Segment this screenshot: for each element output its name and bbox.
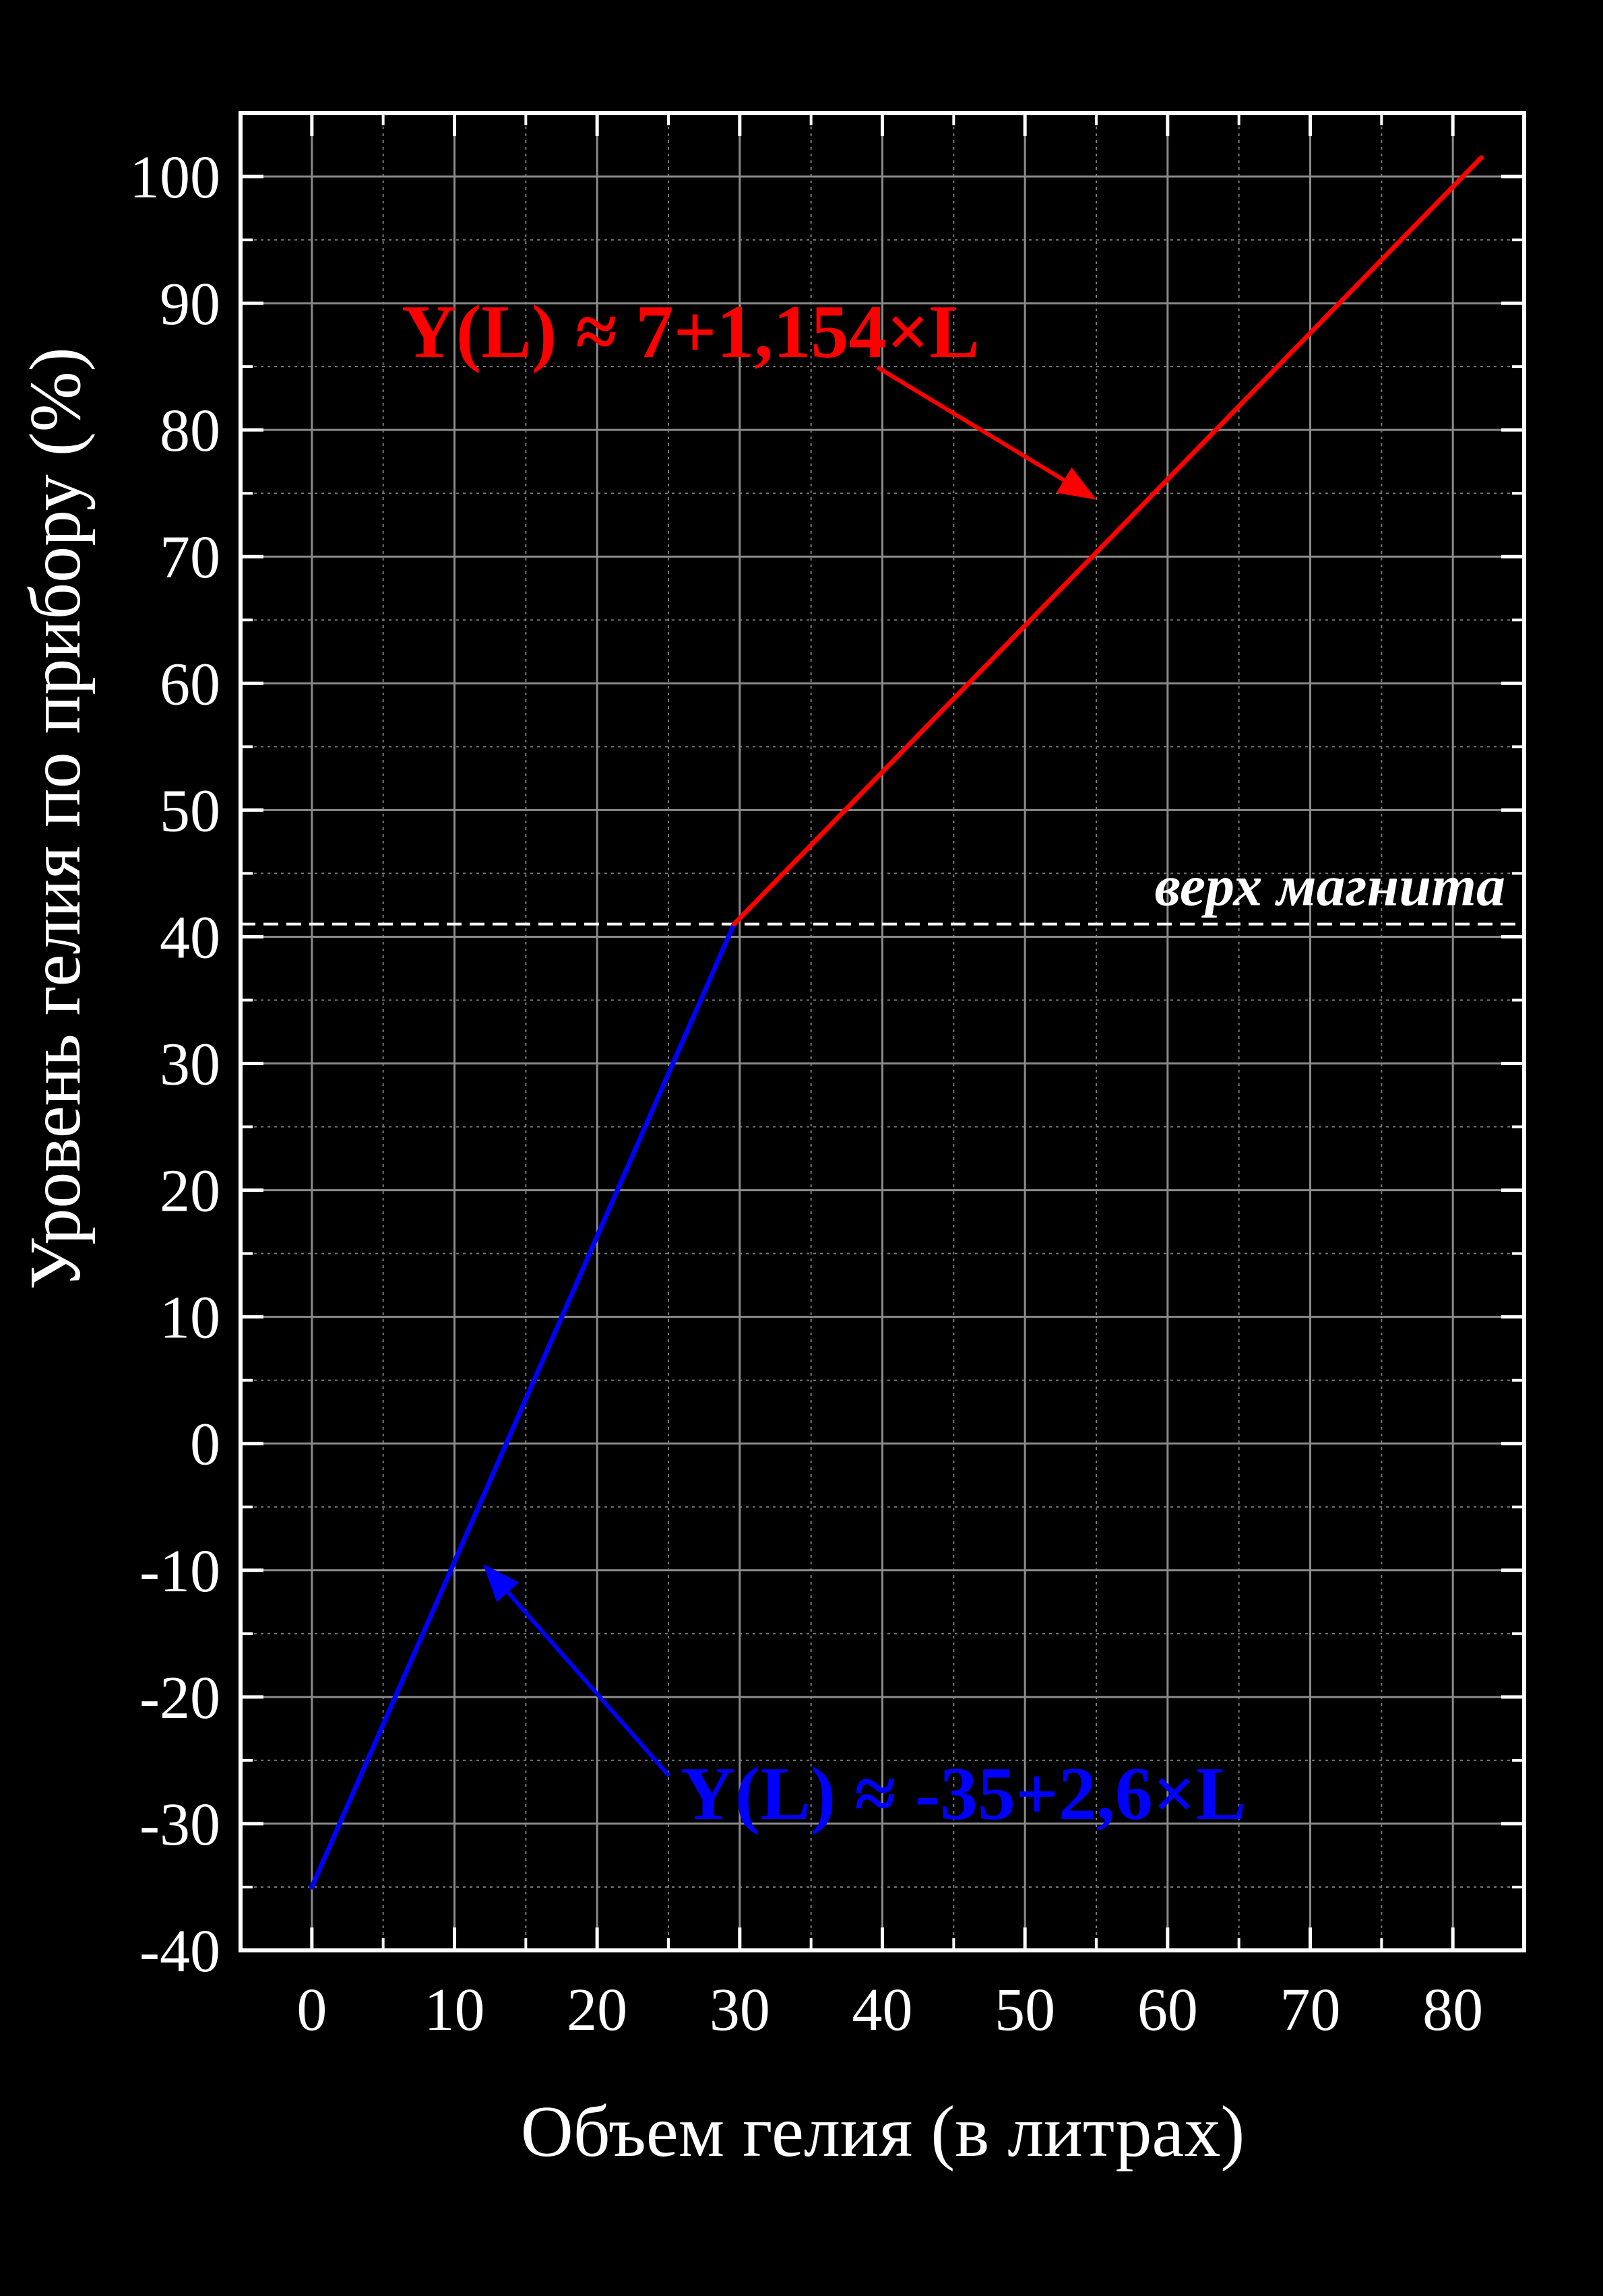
x-tick-label: 60 [1137,1977,1198,2043]
series-line-1 [309,922,736,1890]
y-tick-label: 100 [129,144,220,211]
annotation-arrow-1 [876,365,1065,482]
reference-line-label: верх магнита [1155,854,1505,918]
reference-line-group: верх магнита [241,854,1524,926]
annotation-arrow-2 [506,1591,671,1777]
x-tick-label: 40 [852,1977,913,2043]
y-tick-label: 90 [160,271,220,338]
annotations: Y(L) ≈ 7+1,154×L Y(L) ≈ -35+2,6×L [402,290,1246,1836]
y-tick-label: 10 [160,1285,220,1351]
y-tick-label: -10 [139,1538,220,1605]
annotation-arrowhead-1 [1056,467,1096,500]
y-tick-label: 0 [190,1411,220,1478]
series-line-2 [731,155,1484,927]
x-tick-labels: 0 10 20 30 40 50 60 70 80 [296,1977,1483,2043]
x-axis-title: Объем гелия (в литрах) [521,2092,1245,2172]
equation-label-1: Y(L) ≈ 7+1,154×L [402,290,980,374]
x-tick-label: 0 [296,1977,327,2043]
y-axis-title: Уровень гелия по прибору (%) [15,347,96,1289]
x-tick-label: 10 [425,1977,485,2043]
series-group [309,155,1484,1890]
y-tick-labels: -40 -30 -20 -10 0 10 20 30 40 50 60 70 80 90 100 [129,144,220,1985]
y-tick-label: -20 [139,1665,220,1731]
equation-label-2: Y(L) ≈ -35+2,6×L [681,1752,1246,1836]
x-tick-label: 50 [995,1977,1055,2043]
annotation-arrowhead-2 [482,1564,520,1602]
y-tick-label: 70 [160,524,220,591]
x-tick-label: 20 [567,1977,627,2043]
y-tick-label: 80 [160,397,220,464]
y-tick-label: 50 [160,777,220,844]
ticks [239,112,1526,1952]
y-tick-label: 40 [160,904,220,971]
y-tick-label: -40 [139,1918,220,1985]
x-tick-label: 30 [710,1977,770,2043]
x-tick-label: 70 [1280,1977,1341,2043]
y-tick-label: -30 [139,1791,220,1858]
y-tick-label: 30 [160,1031,220,1098]
y-tick-label: 20 [160,1158,220,1225]
y-tick-label: 60 [160,651,220,718]
x-tick-label: 80 [1422,1977,1483,2043]
